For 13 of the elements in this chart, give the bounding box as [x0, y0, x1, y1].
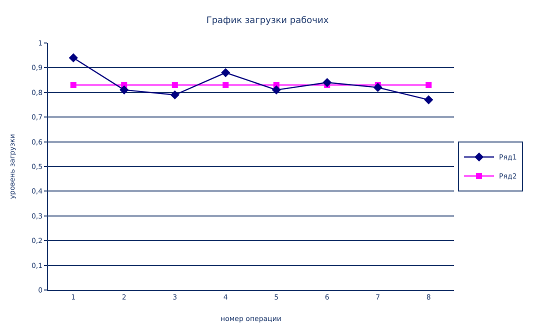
point	[172, 82, 178, 88]
point	[424, 95, 434, 104]
point	[222, 82, 229, 88]
point	[373, 82, 382, 92]
point	[426, 82, 432, 88]
point	[120, 85, 129, 94]
point	[322, 78, 332, 88]
point	[170, 90, 180, 100]
point	[272, 85, 281, 94]
chart-title: График загрузки рабочих	[206, 16, 330, 26]
point	[221, 68, 230, 78]
point	[68, 53, 78, 62]
point	[70, 82, 76, 88]
